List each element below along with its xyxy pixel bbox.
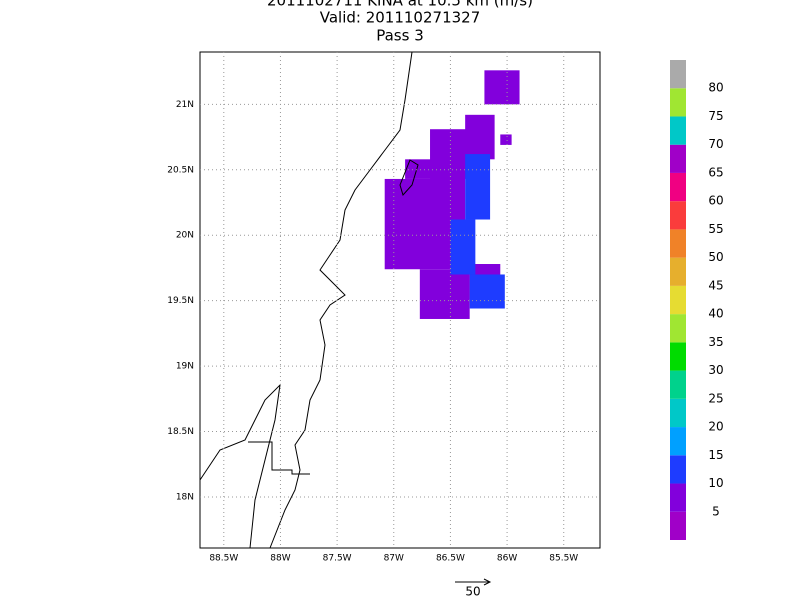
colorbar-segment [670, 427, 686, 456]
coastline [199, 383, 281, 549]
x-tick-label: 87.5W [323, 554, 352, 564]
coastline [269, 51, 413, 549]
colorbar-label: 15 [708, 448, 723, 462]
colorbar-label: 30 [708, 363, 723, 377]
colorbar-label: 35 [708, 335, 723, 349]
colorbar-label: 5 [712, 504, 720, 518]
colorbar-label: 55 [708, 222, 723, 236]
colorbar-segment [670, 285, 686, 315]
y-tick-label: 19.5N [167, 296, 194, 306]
x-tick-label: 85.5W [549, 554, 578, 564]
y-tick-label: 20.5N [167, 165, 194, 175]
colorbar-segment [670, 342, 686, 371]
wind-cell [450, 219, 476, 275]
colorbar-segment [670, 314, 686, 343]
reference-arrowhead [483, 578, 492, 586]
y-tick-label: 21N [176, 100, 194, 110]
colorbar-label: 60 [708, 194, 723, 208]
colorbar-segment [670, 483, 686, 512]
colorbar-label: 50 [708, 250, 723, 264]
colorbar-label: 75 [708, 109, 723, 123]
colorbar-label: 70 [708, 137, 723, 151]
coastline [199, 51, 419, 549]
colorbar-segment [670, 60, 686, 89]
x-tick-label: 87W [384, 554, 404, 564]
colorbar-segment [670, 172, 686, 202]
colorbar-segment [670, 370, 686, 399]
colorbar-segment [670, 201, 686, 230]
y-tick-label: 18N [176, 492, 194, 502]
wind-cell [465, 114, 495, 160]
x-tick-label: 86.5W [436, 554, 465, 564]
y-tick-label: 19N [176, 362, 194, 372]
x-tick-label: 86W [497, 554, 517, 564]
colorbar-label: 10 [708, 476, 723, 490]
plot-frame [199, 51, 601, 549]
colorbar-segment [670, 511, 686, 540]
colorbar-segment [670, 398, 686, 428]
wind-cell [484, 70, 520, 105]
colorbar-segment [670, 229, 686, 258]
colorbar-label: 25 [708, 391, 723, 405]
x-tick-label: 88W [270, 554, 290, 564]
title-line: 2011102711 KINA at 10.5 km (m/s) [267, 0, 533, 10]
border [248, 441, 310, 475]
title-line: Valid: 201110271327 [320, 9, 481, 27]
colorbar-segment [670, 144, 686, 173]
island [399, 159, 419, 196]
wind-cell [500, 134, 512, 145]
colorbar-label: 20 [708, 420, 723, 434]
y-tick-label: 20N [176, 231, 194, 241]
reference-label: 50 [465, 585, 480, 599]
x-tick-label: 88.5W [209, 554, 238, 564]
colorbar-segment [670, 116, 686, 145]
wind-cell [419, 269, 470, 319]
colorbar-segment [670, 455, 686, 484]
colorbar-label: 40 [708, 307, 723, 321]
colorbar-segment [670, 88, 686, 117]
colorbar-label: 65 [708, 165, 723, 179]
colorbar-label: 80 [708, 81, 723, 95]
title-line: Pass 3 [376, 27, 424, 45]
wind-cell [465, 154, 491, 220]
wind-cells [384, 70, 520, 319]
wind-cell [469, 274, 505, 309]
y-tick-label: 18.5N [167, 427, 194, 437]
colorbar-segment [670, 257, 686, 286]
colorbar-label: 45 [708, 278, 723, 292]
